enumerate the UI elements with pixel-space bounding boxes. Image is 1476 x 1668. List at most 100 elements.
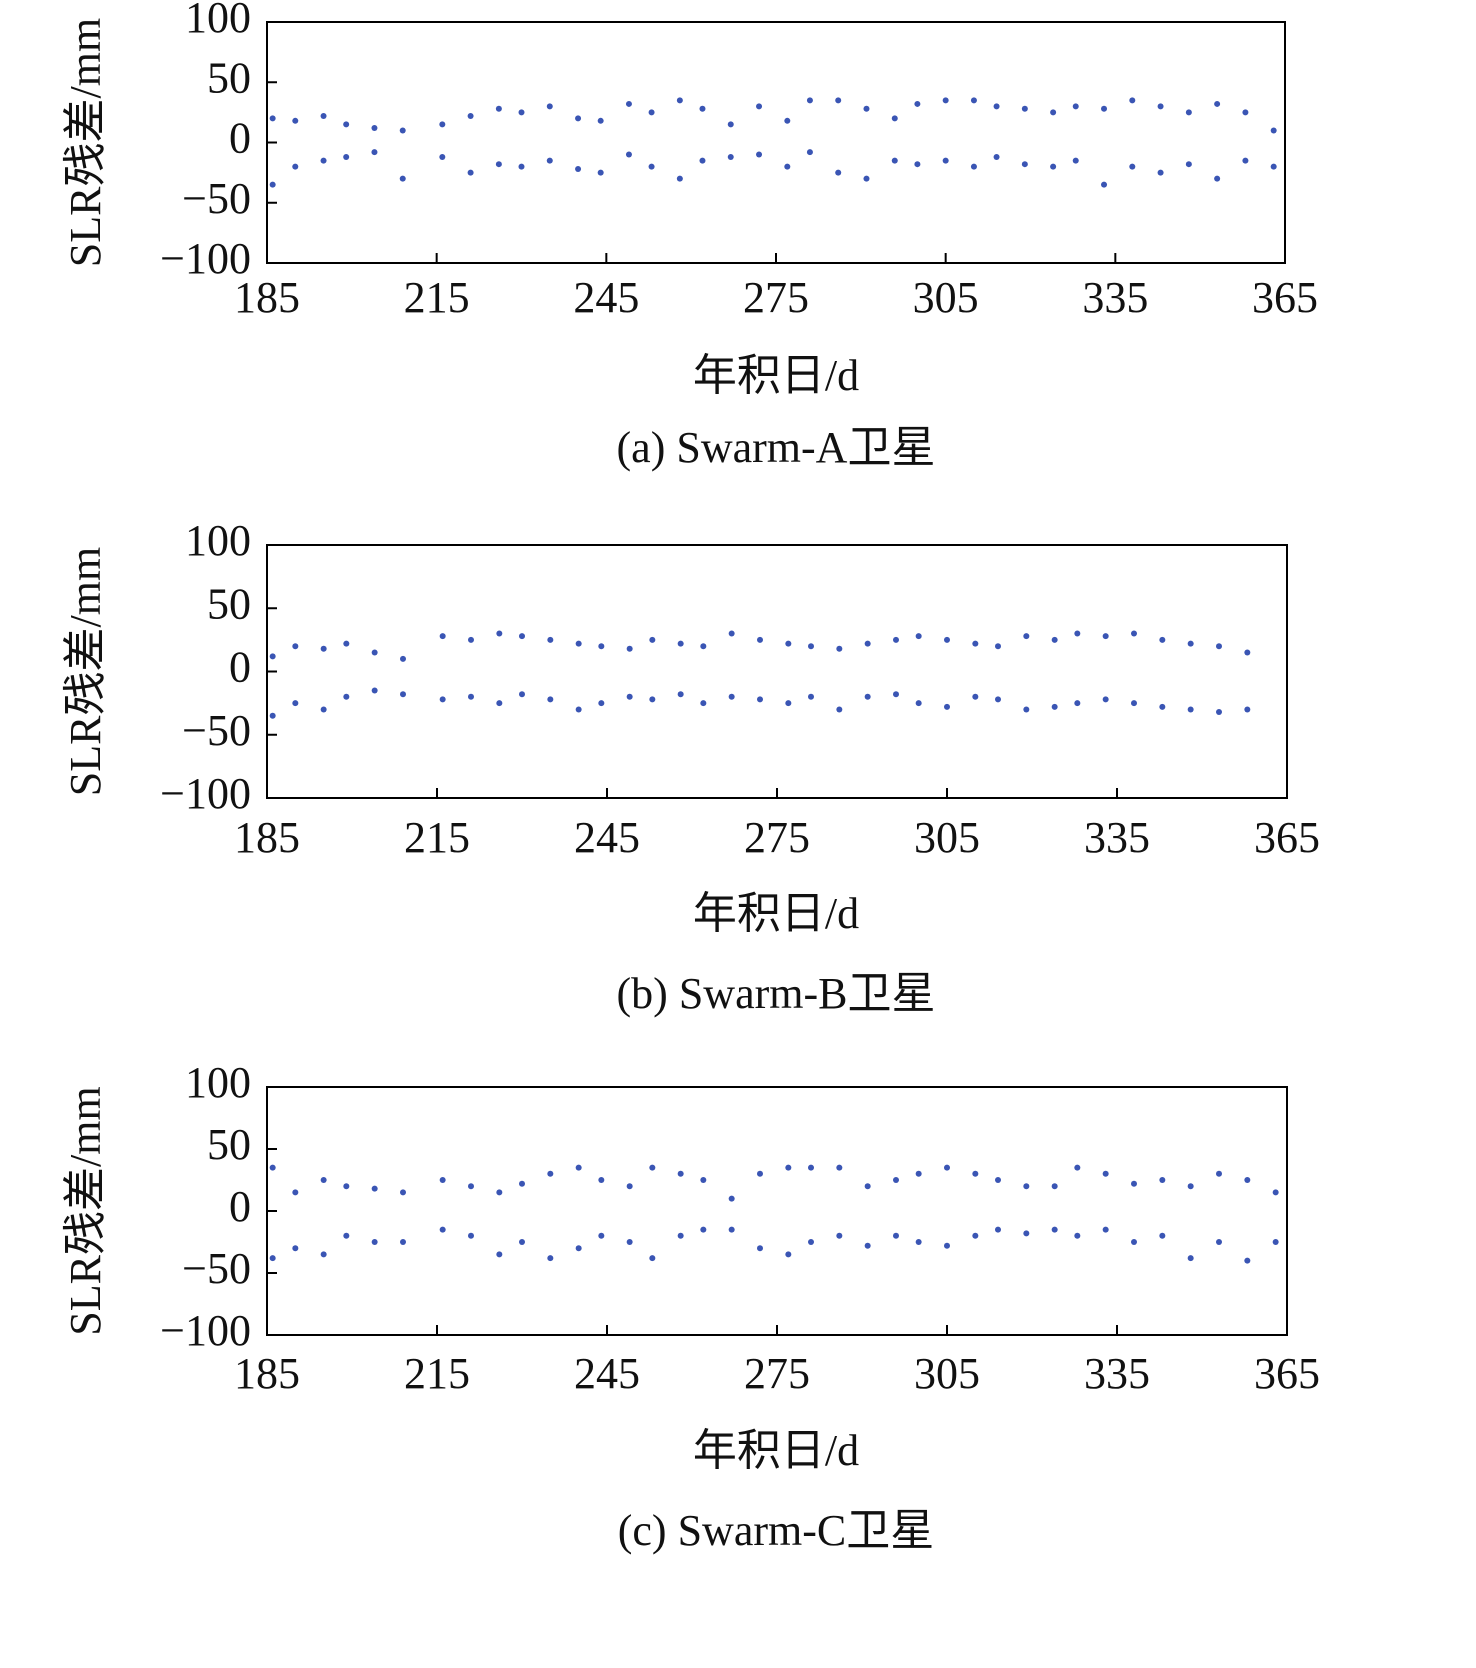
point (699, 157, 706, 164)
point (598, 1177, 605, 1183)
y-tick-label: 0 (229, 1182, 251, 1231)
point (598, 700, 605, 707)
point (808, 1164, 814, 1171)
point (625, 100, 632, 107)
plot-frame (266, 21, 1286, 264)
point (1270, 127, 1277, 134)
point (626, 693, 633, 700)
point (864, 640, 871, 647)
point (292, 643, 299, 650)
point (400, 1239, 406, 1245)
x-axis-label: 年积日/d (693, 351, 859, 400)
point (626, 1183, 633, 1190)
point (496, 630, 503, 637)
caption: (a) Swarm-A卫星 (617, 423, 936, 472)
point (320, 157, 327, 164)
point (944, 1164, 950, 1171)
point (836, 1232, 843, 1239)
point (677, 691, 684, 698)
point (808, 1239, 814, 1245)
x-tick-label: 185 (234, 1349, 300, 1398)
point (1051, 1183, 1058, 1190)
point (993, 103, 1000, 110)
point (972, 1170, 979, 1177)
point (914, 100, 921, 107)
point (320, 645, 327, 652)
x-axis-label: 年积日/d (693, 1426, 859, 1475)
point (836, 645, 843, 652)
point (915, 1239, 922, 1245)
point (343, 1232, 350, 1239)
point (320, 706, 327, 713)
point (728, 1226, 735, 1233)
point (547, 1255, 554, 1262)
point (1187, 1255, 1194, 1262)
point (1157, 169, 1164, 176)
point (467, 169, 474, 176)
point (995, 1226, 1001, 1233)
point (575, 1164, 582, 1171)
point (1272, 1189, 1279, 1196)
y-tick-label: 100 (185, 1058, 251, 1107)
point (836, 1164, 843, 1171)
point (728, 630, 735, 637)
point (757, 696, 763, 703)
point (343, 153, 350, 160)
point (1102, 1226, 1109, 1233)
point (700, 1226, 707, 1233)
point (808, 643, 814, 650)
point (1216, 643, 1222, 650)
point (995, 1177, 1001, 1183)
y-tick-label: −50 (182, 706, 251, 755)
point (547, 636, 554, 643)
y-tick-label: 0 (229, 114, 251, 163)
point (1131, 700, 1137, 707)
point (1129, 163, 1136, 170)
point (1244, 1257, 1251, 1264)
point (893, 691, 899, 698)
point (597, 117, 604, 124)
x-tick-label: 365 (1254, 813, 1320, 862)
point (944, 1242, 950, 1249)
point (756, 103, 763, 110)
point (1051, 636, 1058, 643)
point (1159, 1177, 1166, 1183)
point (343, 640, 350, 647)
point (269, 712, 276, 719)
point (496, 700, 503, 707)
point (546, 157, 553, 164)
point (891, 115, 898, 122)
point (1242, 157, 1249, 164)
x-tick-label: 215 (404, 273, 470, 322)
point (649, 696, 656, 703)
point (1023, 1230, 1030, 1237)
point (836, 706, 843, 713)
point (439, 1226, 446, 1233)
point (677, 1170, 684, 1177)
y-tick-label: −50 (182, 1244, 251, 1293)
point (1129, 97, 1136, 104)
point (439, 1177, 446, 1183)
point (400, 655, 406, 662)
point (893, 1232, 899, 1239)
point (1159, 703, 1166, 710)
point (439, 121, 446, 128)
point (292, 1245, 299, 1252)
point (864, 1242, 871, 1249)
point (1214, 175, 1221, 182)
point (649, 636, 656, 643)
point (915, 1170, 922, 1177)
point (728, 1195, 735, 1202)
point (1074, 1164, 1081, 1171)
point (1023, 633, 1030, 640)
point (835, 97, 842, 104)
plot-frame (266, 1086, 1288, 1336)
point (893, 636, 899, 643)
x-tick-label: 335 (1084, 813, 1150, 862)
point (575, 640, 582, 647)
point (1131, 630, 1137, 637)
point (727, 121, 734, 128)
point (1185, 161, 1192, 168)
point (757, 1245, 763, 1252)
